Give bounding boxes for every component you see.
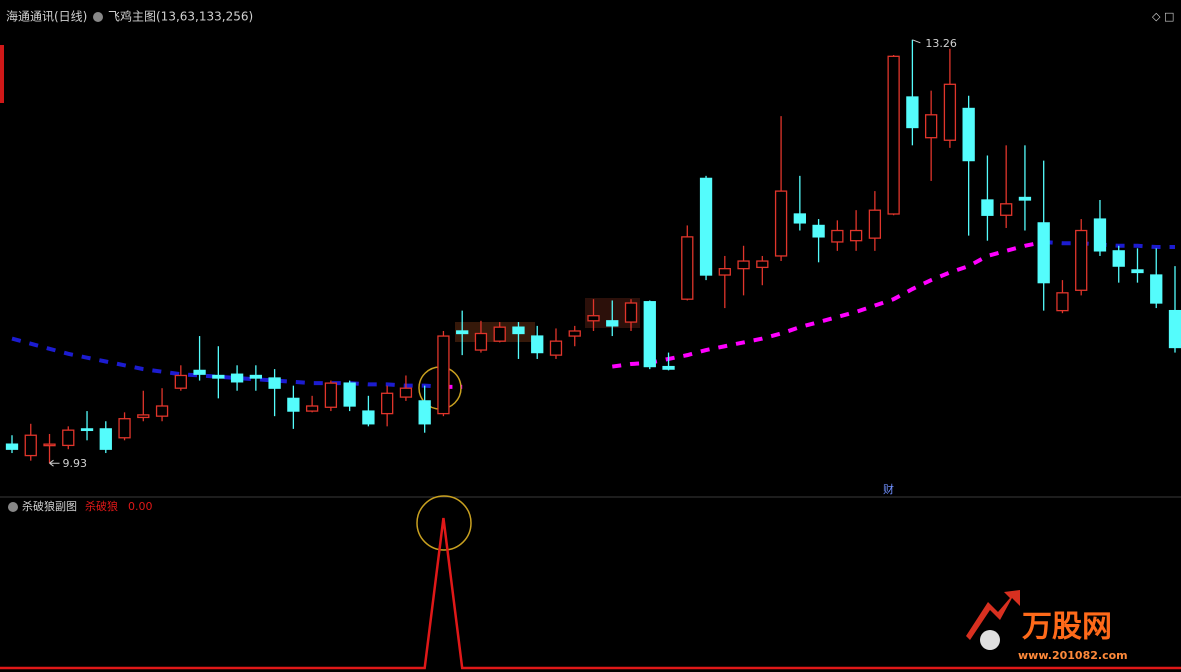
candle-body <box>549 340 563 356</box>
candle-body <box>5 443 19 450</box>
candle-body <box>981 199 994 216</box>
candle-body <box>362 410 375 425</box>
candle-body <box>812 224 825 238</box>
candle-body <box>793 213 806 224</box>
logo-coin <box>980 630 1000 650</box>
moving-average <box>11 336 444 389</box>
candle-body <box>24 434 37 457</box>
stock-title: 海通通讯(日线) <box>6 9 87 24</box>
candle-body <box>849 229 863 242</box>
candle-body <box>381 392 394 415</box>
candle-body <box>437 335 450 415</box>
sub-title: 杀破狼副图 <box>22 499 77 513</box>
candle-body <box>774 190 788 257</box>
brand-url: www.201082.com <box>1018 649 1128 662</box>
candle-body <box>924 114 938 139</box>
candle-body <box>137 414 150 419</box>
candle-body <box>624 302 638 323</box>
candle-body <box>118 418 131 439</box>
candle-body <box>1037 222 1050 284</box>
candle-body <box>474 332 488 351</box>
candle-body <box>868 209 882 239</box>
candle-body <box>399 387 413 398</box>
candle-body <box>1056 292 1069 312</box>
candle-body <box>662 365 675 370</box>
watermark: 万股网 www.201082.com <box>966 590 1128 662</box>
candle-body <box>193 369 206 375</box>
candle-body <box>1000 203 1013 216</box>
candle-body <box>1018 196 1032 201</box>
max-arrow <box>912 39 921 44</box>
candle-body <box>99 428 112 450</box>
candle-body <box>456 330 469 335</box>
candle-body <box>531 335 544 354</box>
candle-body <box>1168 309 1181 349</box>
max-label: 13.26 <box>925 37 957 50</box>
moving-average <box>1043 239 1175 250</box>
candle-body <box>943 83 957 141</box>
candle-body <box>418 400 431 425</box>
candle-body <box>718 268 731 276</box>
indicator-line <box>0 517 1181 670</box>
brand: 万股网 <box>1022 610 1112 645</box>
candle-body <box>681 236 694 300</box>
candle-body <box>906 96 919 129</box>
toggle-icon[interactable] <box>93 12 103 22</box>
candle-body <box>737 260 750 270</box>
candle-body <box>512 326 525 335</box>
candle-body <box>174 374 187 389</box>
side-marker <box>0 45 4 103</box>
min-arrow <box>49 459 60 467</box>
window-icon[interactable]: ◇ □ <box>1152 10 1174 23</box>
candle-body <box>268 377 281 389</box>
highlight-circle <box>416 495 472 551</box>
candle-body <box>212 374 225 379</box>
candle-body <box>587 315 600 322</box>
finance-marker[interactable]: 财 <box>883 482 894 496</box>
candle-body <box>62 429 75 447</box>
legend-name: 杀破狼 <box>85 499 118 513</box>
candle-body <box>1112 250 1125 267</box>
candle-body <box>756 260 769 269</box>
candle-body <box>155 405 169 417</box>
candle-body <box>1093 218 1107 252</box>
candle-body <box>343 382 356 407</box>
candle-body <box>606 320 619 327</box>
candle-body <box>1150 274 1163 304</box>
moving-average <box>611 240 1045 369</box>
candle-body <box>324 382 338 408</box>
candle-body <box>230 373 244 383</box>
candle-body <box>43 443 56 447</box>
candle-body <box>699 177 713 276</box>
candle-body <box>1075 229 1088 291</box>
toggle-icon[interactable] <box>8 502 18 512</box>
candle-body <box>80 428 94 432</box>
candle-body <box>249 374 263 379</box>
candle-body <box>831 229 844 243</box>
candle-body <box>1131 269 1144 274</box>
indicator-title: 飞鸡主图(13,63,133,256) <box>108 9 253 24</box>
candle-body <box>887 55 900 215</box>
candle-body <box>962 107 975 162</box>
logo-arrow <box>966 590 1020 640</box>
min-label: 9.93 <box>63 457 88 470</box>
candle-body <box>643 301 656 368</box>
candle-body <box>493 326 506 342</box>
candle-body <box>305 405 319 412</box>
legend-value: 0.00 <box>128 500 153 513</box>
candle-body <box>287 397 300 412</box>
candle-body <box>568 330 581 337</box>
